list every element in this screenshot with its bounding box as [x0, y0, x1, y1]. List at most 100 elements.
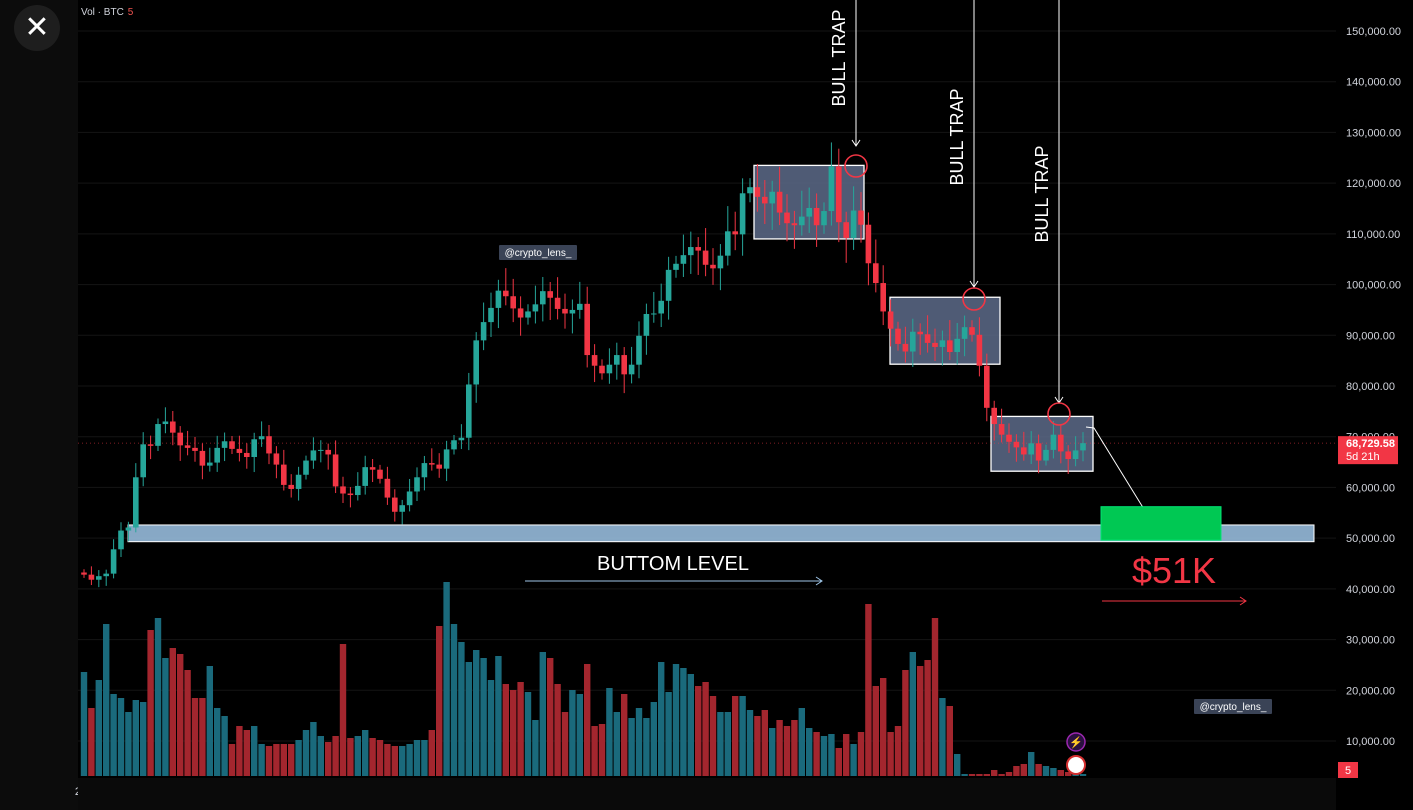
candle: [525, 304, 531, 325]
candle: [503, 268, 509, 306]
candle-body: [214, 447, 220, 463]
candle: [643, 303, 650, 355]
candle: [606, 348, 613, 384]
candle-body: [702, 250, 709, 265]
candle-body: [547, 291, 553, 298]
candle-body: [177, 432, 183, 446]
candle-body: [510, 296, 516, 309]
volume-bar: [339, 644, 347, 776]
candle-body: [614, 355, 620, 365]
price-tag-countdown: 5d 21h: [1346, 451, 1380, 463]
candle: [873, 239, 879, 293]
volume-bar: [702, 682, 709, 776]
candle: [140, 432, 146, 487]
flag-icon[interactable]: [1066, 755, 1086, 775]
volume-bar: [510, 690, 517, 776]
volume-bar: [1005, 772, 1013, 776]
candle: [1028, 431, 1034, 465]
candle-body: [318, 449, 324, 451]
candle-body: [192, 447, 198, 451]
candle-body: [147, 444, 154, 446]
candle-body: [991, 407, 997, 425]
candle-body: [466, 384, 472, 438]
volume-legend-label: Vol · BTC: [81, 7, 124, 18]
candle-body: [384, 478, 391, 498]
volume-bar: [450, 624, 458, 776]
volume-bar: [650, 702, 657, 776]
candle-body: [791, 223, 798, 226]
volume-bar: [791, 720, 798, 776]
candle: [998, 408, 1005, 443]
candle-body: [170, 421, 176, 433]
candle: [836, 148, 842, 243]
candle: [614, 342, 620, 380]
candle-body: [688, 247, 694, 256]
candle: [443, 440, 450, 482]
candle: [843, 211, 849, 263]
candle: [821, 202, 827, 234]
candle: [258, 421, 265, 447]
candle: [976, 317, 983, 377]
candle: [858, 192, 864, 243]
y-axis[interactable]: 10,000.00 20,000.00 30,000.00 40,000.00 50,0…: [1336, 0, 1413, 810]
volume-bar: [480, 658, 487, 776]
candle-body: [140, 444, 146, 478]
volume-bar: [295, 740, 302, 776]
candle-body: [858, 210, 864, 225]
watermark-1: @crypto_lens_: [505, 248, 572, 259]
volume-bar: [347, 738, 354, 776]
candle: [355, 472, 361, 501]
candle-body: [273, 453, 280, 465]
volume-bars: [80, 582, 1087, 776]
price-tag-price: 68,729.58: [1346, 438, 1395, 450]
volume-bar: [524, 692, 532, 776]
candle: [850, 186, 857, 250]
candle-body: [221, 441, 228, 448]
candle-body: [310, 450, 317, 461]
candle-body: [517, 308, 524, 318]
chart-grid: [78, 30, 1336, 742]
candle: [369, 459, 376, 483]
bolt-icon-glyph: ⚡: [1069, 736, 1083, 749]
candle: [88, 566, 95, 586]
candle: [184, 430, 191, 456]
candle: [628, 346, 635, 384]
y-axis-bg: [1336, 0, 1413, 810]
watermarks: @crypto_lens_ @crypto_lens_: [499, 245, 1272, 714]
volume-bar: [495, 656, 502, 776]
candle-body: [488, 307, 494, 323]
candle-body: [902, 343, 909, 352]
volume-bar: [502, 684, 509, 776]
candle: [110, 539, 117, 579]
candle: [688, 231, 694, 274]
candle-body: [939, 340, 946, 347]
bull-trap-circle: [844, 154, 868, 178]
candle-body: [865, 224, 872, 264]
volume-bar: [177, 654, 184, 776]
volume-bar: [317, 736, 324, 776]
support-label: BUTTOM LEVEL: [597, 553, 749, 575]
volume-bar: [754, 716, 761, 776]
candle-body: [436, 464, 442, 469]
candle: [695, 237, 701, 275]
candle: [754, 164, 761, 212]
volume-bar: [199, 698, 206, 776]
candle: [451, 434, 457, 455]
volume-bar: [273, 744, 280, 776]
candle-body: [406, 491, 413, 506]
candle-body: [110, 549, 117, 574]
candle-body: [873, 263, 879, 284]
candle: [947, 320, 953, 361]
side-icons[interactable]: ⚡: [1066, 732, 1086, 775]
close-icon[interactable]: ✕: [14, 5, 60, 51]
volume-bar: [80, 672, 88, 776]
bolt-icon[interactable]: [1066, 732, 1086, 752]
candle: [229, 436, 235, 455]
candle: [147, 435, 154, 460]
candle-body: [1035, 443, 1042, 461]
volume-bar: [968, 774, 976, 776]
candle-body: [184, 445, 191, 448]
candle: [377, 464, 383, 484]
volume-bar: [687, 674, 694, 776]
